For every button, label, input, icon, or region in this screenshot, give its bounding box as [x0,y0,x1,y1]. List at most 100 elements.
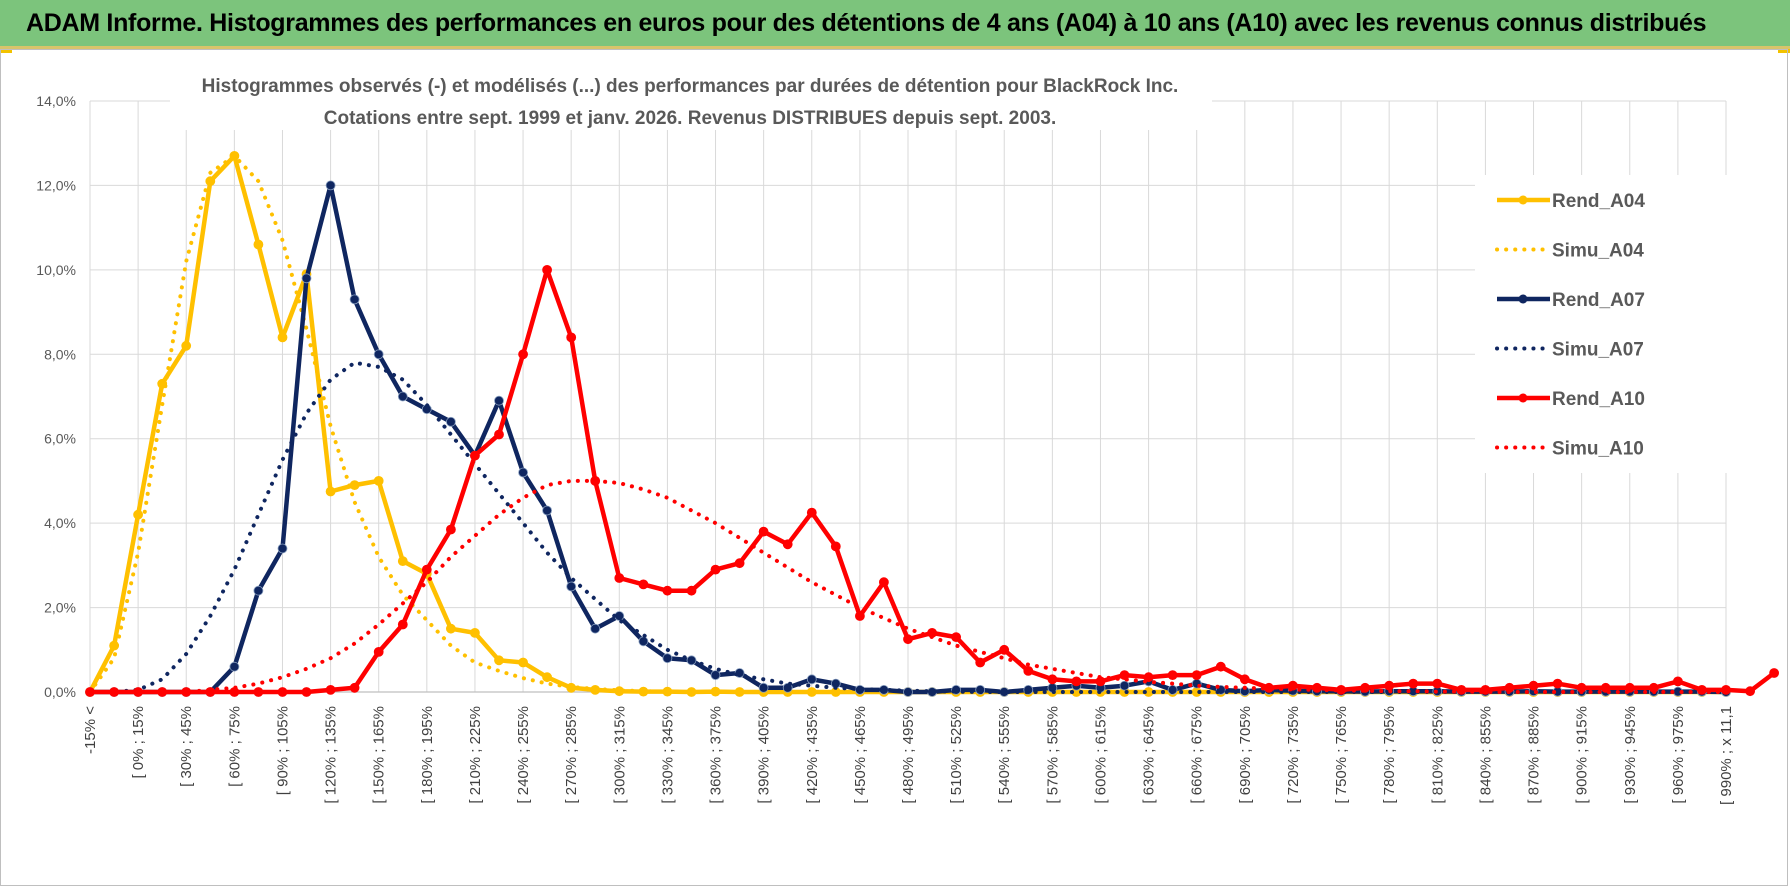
x-tick-label: [ 690% ; 705% [1237,706,1254,804]
x-tick-label: [ 390% ; 405% [756,706,773,804]
data-point-rend-a10 [614,573,625,583]
x-tick-label: [ 420% ; 435% [804,706,821,804]
data-point-rend-a10 [445,524,456,535]
data-point-rend-a10 [1143,672,1154,683]
data-point-rend-a10 [1552,678,1563,689]
legend-label-rend-a10: Rend_A10 [1552,389,1645,410]
data-point-rend-a10 [1600,682,1611,693]
x-tick-label: [ 900% ; 915% [1574,706,1591,804]
data-point-rend-a10 [1119,670,1130,680]
data-point-rend-a10 [373,647,384,657]
y-tick-label: 14,0% [36,93,76,109]
x-tick-label: [ 570% ; 585% [1044,706,1061,804]
data-point-rend-a10 [1191,670,1202,680]
series-lines [85,150,1779,697]
x-tick-label: [ 360% ; 375% [708,706,725,804]
data-point-rend-a04 [806,687,817,697]
data-point-rend-a10 [879,577,889,588]
data-point-rend-a10 [1528,680,1539,691]
data-point-rend-a10 [758,526,769,537]
data-point-rend-a04 [494,655,504,666]
data-point-rend-a07 [710,670,721,680]
data-point-rend-a07 [806,674,817,685]
legend-label-simu-a04: Simu_A04 [1552,241,1644,262]
data-point-rend-a10 [830,541,841,552]
x-tick-label: [ 150% ; 165% [371,706,388,804]
data-point-rend-a07 [253,585,264,596]
data-point-rend-a10 [782,539,793,550]
x-tick-label: [ 630% ; 645% [1141,706,1158,804]
data-point-rend-a10 [999,644,1010,655]
chart-title: Histogrammes observés (-) et modélisés (… [202,76,1179,97]
chart-subtitle: Cotations entre sept. 1999 et janv. 2026… [324,108,1056,129]
data-point-rend-a10 [301,687,312,697]
data-point-rend-a07 [445,416,456,427]
legend-label-rend-a04: Rend_A04 [1552,191,1645,212]
y-axis: 0,0% 2,0% 4,0% 6,0% 8,0% 10,0% 12,0% 14,0% [36,93,76,700]
data-point-rend-a04 [133,509,144,520]
data-point-rend-a04 [181,340,192,351]
y-tick-label: 10,0% [36,262,76,278]
x-tick-label: [ 0% ; 15% [130,706,147,779]
data-point-rend-a04 [253,239,264,250]
data-point-rend-a07 [566,581,577,592]
data-point-rend-a04 [397,556,408,566]
data-point-rend-a10 [518,349,528,360]
y-tick-label: 4,0% [44,515,76,531]
data-point-rend-a07 [277,543,288,554]
data-point-rend-a10 [686,585,697,596]
x-tick-label: [ 600% ; 615% [1092,706,1109,804]
data-point-rend-a10 [1047,674,1058,685]
data-point-rend-a10 [855,611,865,621]
data-point-rend-a10 [349,682,360,693]
data-point-rend-a07 [301,273,312,284]
x-tick-label: [ 840% ; 855% [1477,706,1494,804]
data-point-rend-a10 [975,657,986,668]
x-tick-label: [ 330% ; 345% [659,706,676,804]
x-axis: -15% < [ 0% ; 15% [ 30% ; 45% [ 60% ; 75% [ … [82,691,1735,805]
y-tick-label: 12,0% [36,177,76,193]
x-tick-label: [ 720% ; 735% [1285,706,1302,804]
data-point-rend-a10 [325,685,336,695]
x-tick-label: [ 90% ; 105% [274,706,291,795]
data-point-rend-a04 [277,332,288,343]
x-tick-label: [ 180% ; 195% [419,706,436,804]
data-point-rend-a10 [951,632,961,642]
x-tick-label: [ 660% ; 675% [1189,706,1206,804]
data-point-rend-a07 [349,294,360,305]
data-point-rend-a10 [806,507,817,518]
x-tick-label: [ 210% ; 225% [467,706,484,804]
data-point-rend-a10 [1673,676,1683,687]
data-point-rend-a10 [1239,674,1250,685]
data-point-rend-a07 [494,395,504,406]
data-point-rend-a10 [566,332,577,343]
data-point-rend-a04 [542,672,552,683]
data-point-rend-a07 [758,682,769,693]
data-point-rend-a10 [710,564,721,575]
x-tick-label: [ 870% ; 885% [1526,706,1543,804]
legend-label-simu-a10: Simu_A10 [1552,439,1644,460]
data-point-rend-a10 [1023,666,1034,676]
chart-frame [0,49,1788,886]
x-tick-label: [ 810% ; 825% [1429,706,1446,804]
data-point-rend-a07 [638,636,649,647]
legend-label-rend-a07: Rend_A07 [1552,290,1645,311]
x-tick-label: [ 300% ; 315% [611,706,628,804]
y-tick-label: 6,0% [44,431,76,447]
data-point-rend-a10 [1167,670,1178,680]
x-tick-label: [ 960% ; 975% [1670,706,1687,804]
page-title: ADAM Informe. Histogrammes des performan… [26,9,1707,37]
y-tick-label: 0,0% [44,684,76,700]
data-point-rend-a07 [325,180,336,191]
data-point-rend-a10 [542,264,552,275]
data-point-rend-a07 [373,349,384,360]
legend-label-simu-a07: Simu_A07 [1552,340,1644,361]
data-point-rend-a10 [469,450,480,461]
data-point-rend-a07 [229,661,240,672]
data-point-rend-a04 [445,623,456,634]
data-point-rend-a10 [397,619,408,630]
data-point-rend-a10 [494,429,504,440]
data-point-rend-a10 [1745,686,1755,697]
data-point-rend-a07 [542,505,552,516]
